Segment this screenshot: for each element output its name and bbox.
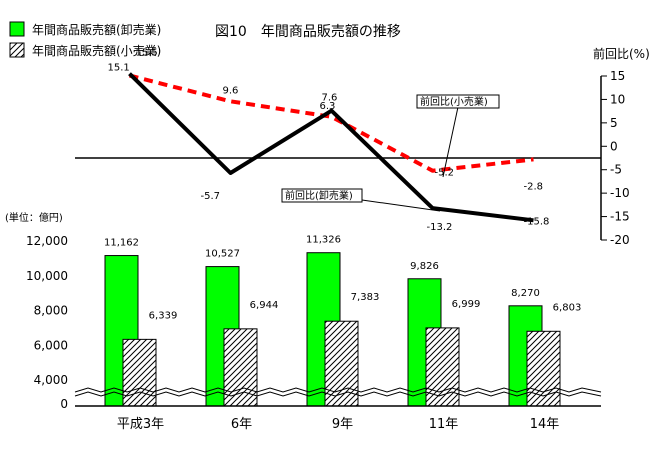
legend: 年間商品販売額(卸売業) 年間商品販売額(小売業) [9,21,161,58]
line-data-label: -5.7 [201,191,221,202]
bar-y-tick-label: 8,000 [34,304,68,318]
legend-label-retail: 年間商品販売額(小売業) [32,43,161,58]
callout-retail: 前回比(小売業) [420,95,488,108]
line-y-tick-label: -5 [610,163,622,177]
line-y-tick-label: 5 [610,116,618,130]
x-axis-label: 6年 [231,417,252,432]
bar-value-label-wholesale: 8,270 [511,288,540,299]
bar-y-tick-label: 6,000 [34,338,68,352]
callout-leader-wholesale [361,199,441,212]
bar-value-label-wholesale: 10,527 [205,249,240,260]
legend-swatch-wholesale [9,21,25,37]
line-y-tick-label: -20 [610,233,630,247]
x-axis-label: 11年 [429,417,459,432]
line-data-label: -13.2 [427,222,453,233]
x-axis-label: 9年 [332,417,353,432]
callout-box-wholesale [281,188,363,203]
bar-retail [324,320,359,407]
legend-label-wholesale: 年間商品販売額(卸売業) [32,22,161,37]
line-data-label: 7.6 [322,93,338,104]
bar-y-tick-label: 4,000 [34,373,68,387]
line-axis-label: 前回比(%) [593,46,650,61]
line-y-tick-label: -10 [610,186,630,200]
bar-value-label-retail: 6,944 [250,300,279,311]
line-data-label: -2.8 [524,181,544,192]
axis-break-line-top [74,387,602,393]
bar-value-label-wholesale: 9,826 [410,261,439,272]
line-y-tick-label: 10 [610,92,625,106]
line-data-label: 6.3 [320,101,336,112]
bar-retail [425,327,460,407]
bar-value-label-wholesale: 11,326 [306,235,341,246]
line-series-retail [129,73,534,173]
callout-leader-retail [442,106,459,178]
x-axis-label: 平成3年 [117,417,164,432]
callout-wholesale: 前回比(卸売業) [285,189,353,202]
bar-value-label-retail: 6,803 [553,302,582,313]
legend-swatch-retail [9,42,25,58]
line-data-label: 9.6 [223,85,239,96]
bar-value-label-wholesale: 11,162 [104,238,139,249]
line-y-tick-label: -15 [610,210,630,224]
bar-value-label-retail: 7,383 [351,292,380,303]
line-data-label: -15.8 [524,216,550,227]
bar-unit-label: (単位：億円) [5,211,63,224]
line-data-label: 15.1 [108,63,130,74]
x-axis-label: 14年 [530,417,560,432]
axis-break-line-bottom [74,391,602,397]
bar-y-tick-label: 12,000 [26,234,68,248]
bar-y-tick-label: 0 [60,397,68,411]
line-series-wholesale [128,72,534,223]
line-data-label: 15.5 [136,48,158,59]
bar-value-label-retail: 6,339 [149,310,178,321]
line-y-tick-label: 0 [610,139,618,153]
bar-chart: (単位：億円) 12,000 10,000 8,000 6,000 4,000 0 11,… [5,211,602,432]
line-y-tick-label: 15 [610,69,625,83]
bar-value-label-retail: 6,999 [452,299,481,310]
bar-retail [526,330,561,407]
chart-title: 図10 年間商品販売額の推移 [215,24,401,40]
line-chart: 前回比(%) 15 10 5 0 -5 -10 -15 -20 15.5 15.1 9.6 -5.7… [75,46,650,247]
callout-box-retail [416,94,500,109]
bar-y-tick-label: 10,000 [26,269,68,283]
